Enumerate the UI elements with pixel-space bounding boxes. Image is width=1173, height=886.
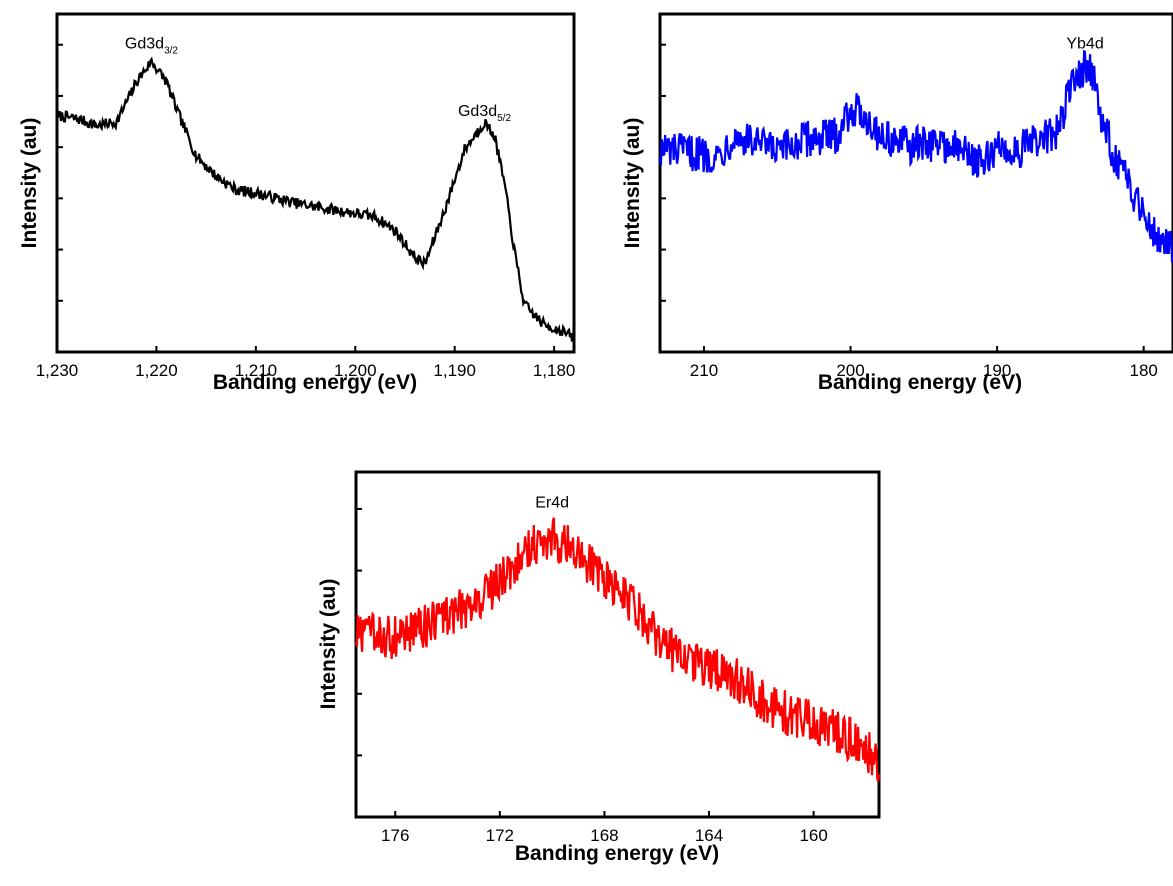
yb-x-ticks: 210 200 190 180 [690, 346, 1158, 380]
gd-plot-frame [55, 12, 576, 354]
gd-x-tick-label: 1,220 [135, 361, 178, 380]
er-panel: 176 172 168 164 160 Er4d Banding energy (eV)… [317, 470, 881, 865]
yb-x-tick-label: 210 [690, 361, 718, 380]
er-annotations: Er4d [535, 494, 569, 511]
gd-x-axis-label: Banding energy (eV) [213, 371, 417, 394]
er-x-tick-label: 160 [799, 826, 827, 845]
er-x-axis-label: Banding energy (eV) [515, 842, 719, 865]
gd-spectrum-line [55, 56, 575, 342]
gd-x-tick-label: 1,230 [36, 361, 79, 380]
gd-x-tick-label: 1,180 [533, 361, 576, 380]
yb-x-axis-label: Banding energy (eV) [818, 371, 1022, 394]
gd-x-tick-label: 1,190 [433, 361, 476, 380]
er-peak-label: Er4d [535, 494, 569, 511]
er-spectrum-line [354, 517, 881, 782]
er-x-tick-label: 172 [486, 826, 514, 845]
er-y-axis-label: Intensity (au) [317, 579, 340, 710]
yb-x-tick-label: 190 [983, 361, 1011, 380]
er-x-tick-label: 168 [590, 826, 618, 845]
yb-plot-frame [658, 12, 1173, 354]
gd-x-tick-label: 1,210 [235, 361, 278, 380]
yb-peak-label: Yb4d [1066, 36, 1103, 53]
gd-y-axis-label: Intensity (au) [18, 118, 41, 249]
yb-annotations: Yb4d [1066, 36, 1103, 53]
yb-y-axis-label: Intensity (au) [621, 118, 644, 249]
gd-x-ticks: 1,230 1,220 1,210 1,200 1,190 1,180 [36, 346, 576, 380]
er-x-tick-label: 176 [381, 826, 409, 845]
gd-x-tick-label: 1,200 [334, 361, 377, 380]
er-plot-frame [354, 470, 881, 819]
gd-y-ticks [57, 43, 63, 302]
gd-panel: 1,230 1,220 1,210 1,200 1,190 1,180 Gd3d3/2Gd… [18, 12, 576, 394]
yb-x-tick-label: 180 [1129, 361, 1157, 380]
er-x-tick-label: 164 [695, 826, 723, 845]
yb-x-tick-label: 200 [836, 361, 864, 380]
yb-spectrum-line [658, 49, 1173, 263]
er-x-ticks: 176 172 168 164 160 [381, 811, 828, 845]
yb-panel: 210 200 190 180 Yb4d Banding energy (eV) In… [621, 12, 1173, 394]
